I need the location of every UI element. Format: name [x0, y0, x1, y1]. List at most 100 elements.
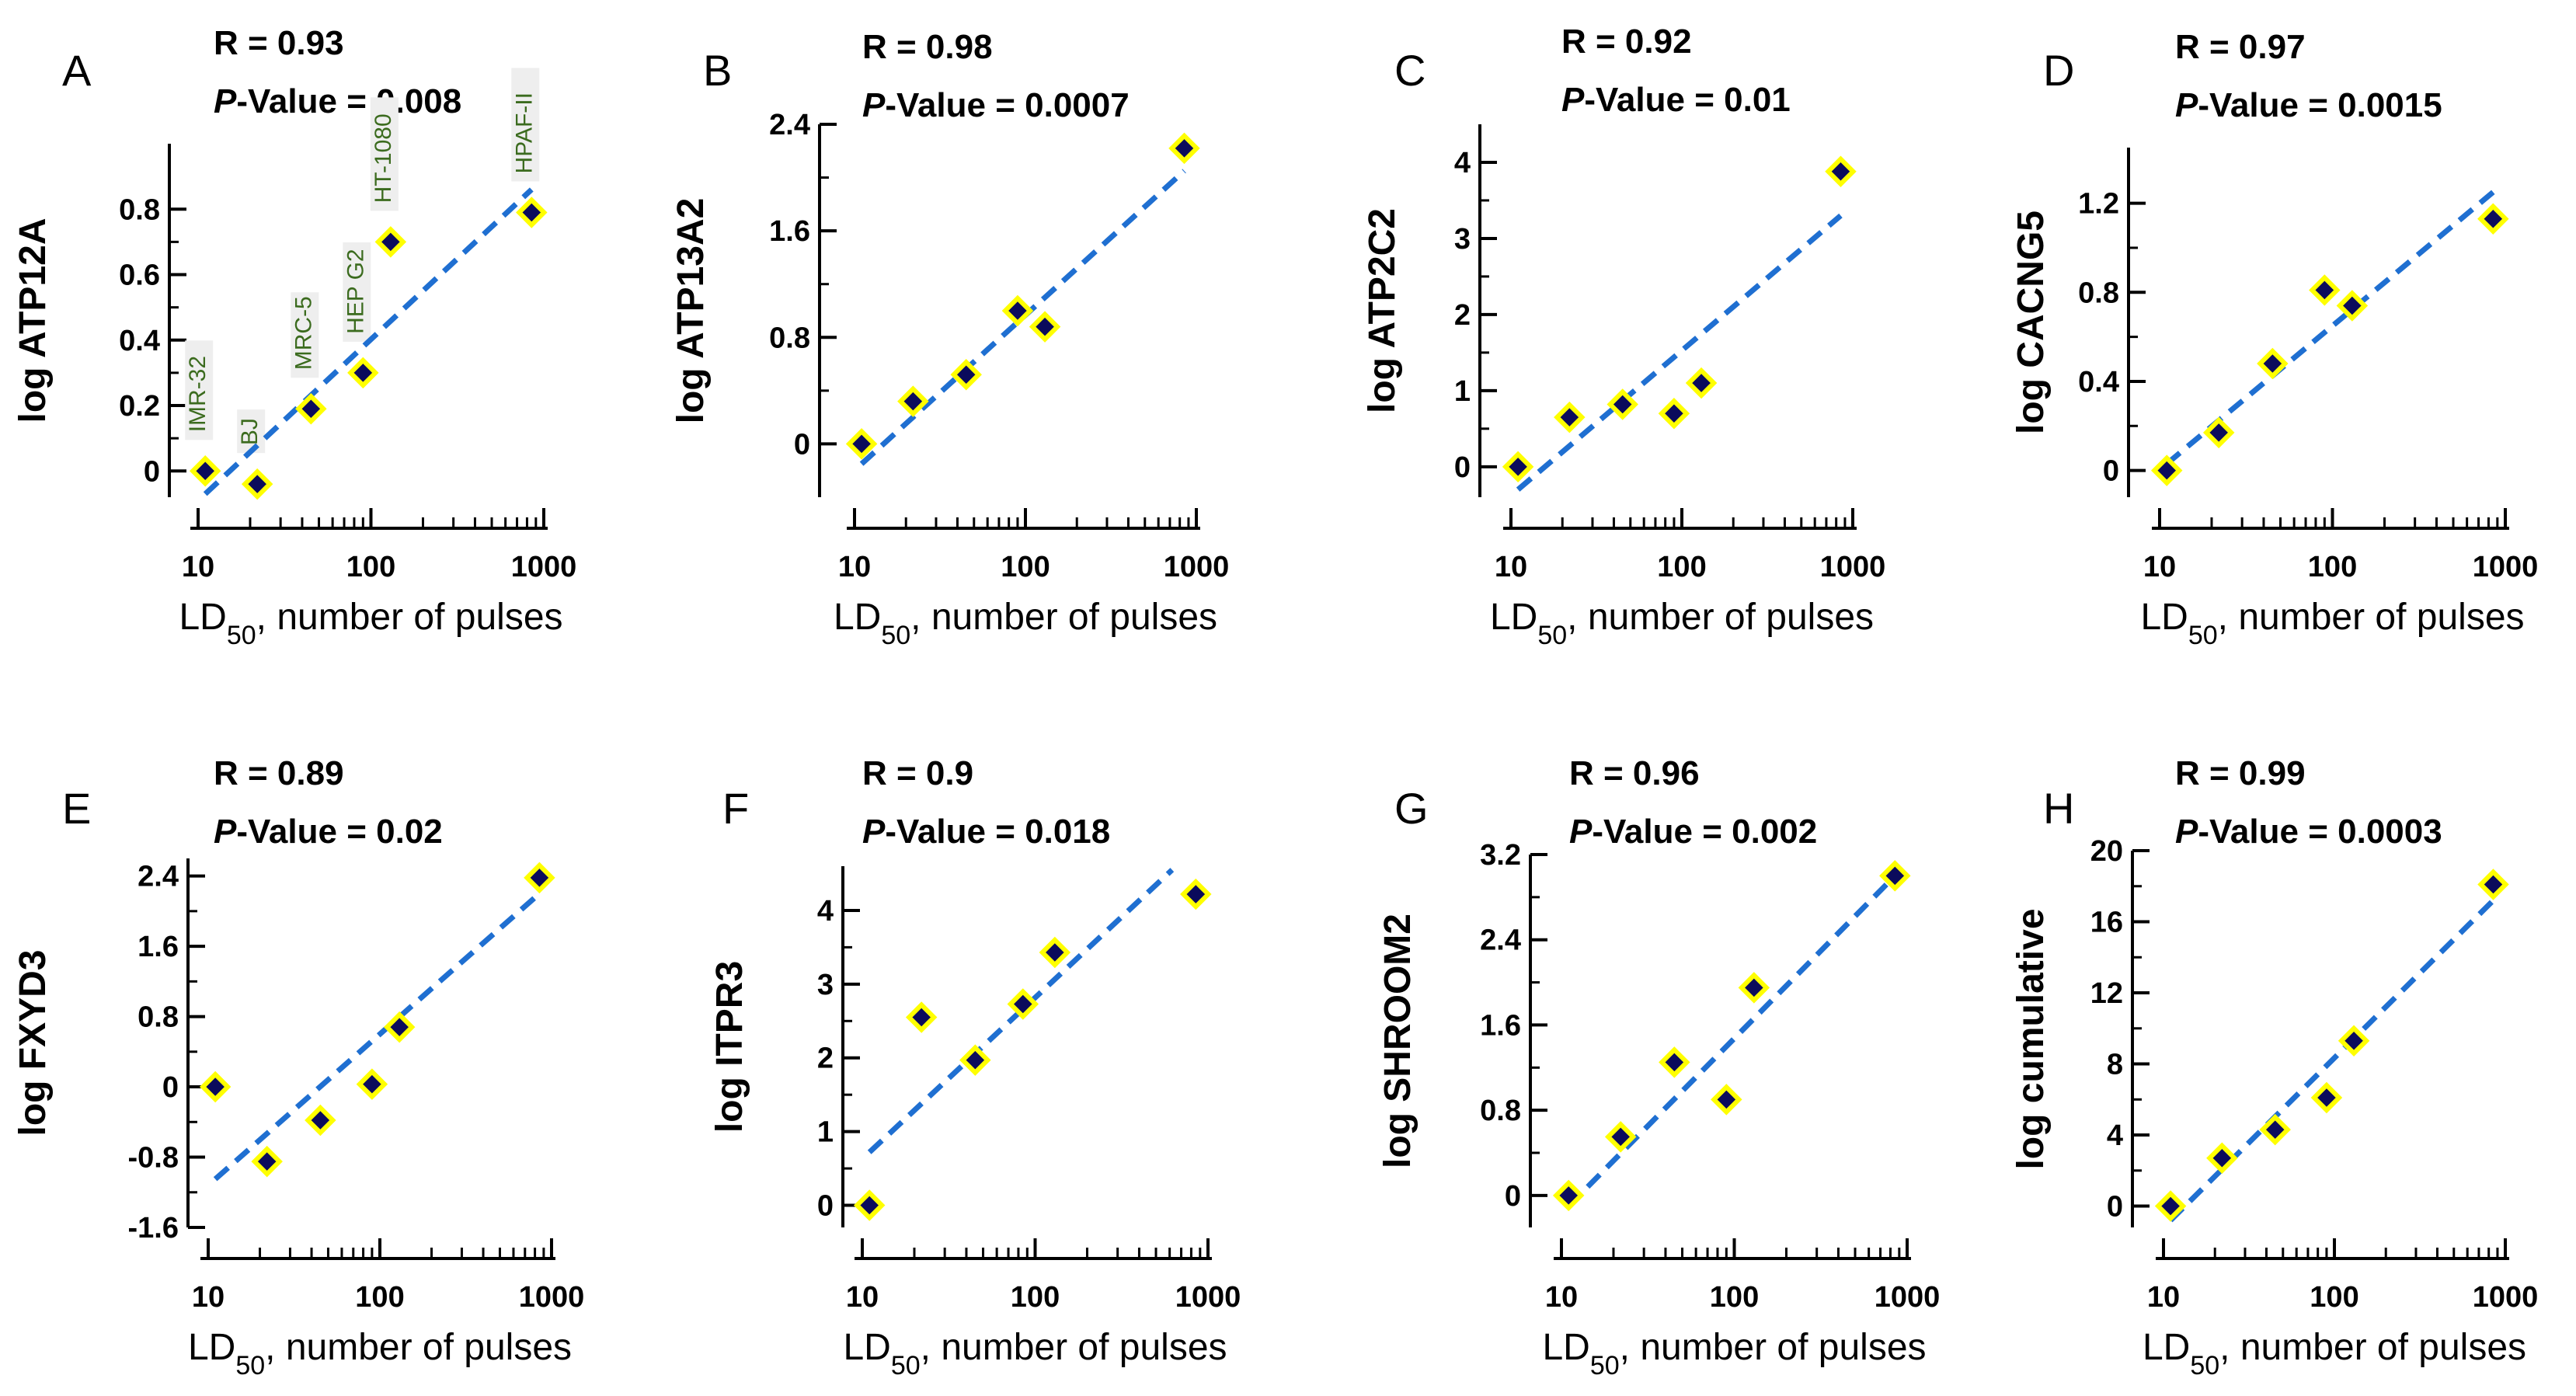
panel-c: C R = 0.92 P-Value = 0.01 0 1 2 3 4 log ATP2C2 10… [1362, 23, 1885, 650]
p-italic: P [214, 813, 237, 851]
panel-f: F R = 0.9 P-Value = 0.018 0 1 2 3 4 log ITPR3 10 1… [709, 754, 1241, 1380]
data-point [1554, 401, 1586, 433]
cell-label: BJ [237, 418, 263, 445]
x-tick-label: 100 [346, 551, 395, 583]
fit-line [2168, 898, 2495, 1223]
x-tick-label: 10 [838, 551, 871, 583]
r-value: R = 0.89 [214, 754, 344, 792]
x-tick-label: 10 [182, 551, 214, 583]
x-label-rest: , number of pulses [265, 1327, 572, 1368]
data-point [383, 1011, 416, 1043]
p-rest: -Value = 0.008 [236, 82, 461, 120]
p-value: P-Value = 0.01 [1561, 81, 1791, 119]
y-tick-label: 0.8 [769, 322, 810, 354]
y-tick-label: 0 [794, 428, 810, 461]
x-label-main: LD [2140, 597, 2188, 638]
y-axis-label: log FXYD3 [12, 949, 54, 1136]
p-value: P-Value = 0.0003 [2175, 813, 2442, 851]
x-tick-label: 1000 [511, 551, 577, 583]
x-label-sub: 50 [881, 621, 910, 650]
panel-h: H R = 0.99 P-Value = 0.0003 0 4 8 12 16 20 log cu… [2010, 754, 2538, 1380]
cell-label: HPAF-II [511, 92, 537, 173]
data-point [189, 455, 221, 487]
data-point [305, 1104, 336, 1137]
y-axis-label: log CACNG5 [2010, 211, 2052, 434]
y-tick-label: 0 [162, 1071, 179, 1104]
fit-line [1566, 873, 1897, 1209]
data-point [2309, 274, 2341, 306]
y-tick-label: 2.4 [1480, 924, 1521, 957]
y-tick-label: 0.4 [2078, 366, 2119, 399]
y-tick-label: 0 [144, 455, 160, 488]
p-italic: P [862, 86, 886, 124]
x-label-rest: , number of pulses [256, 597, 563, 638]
data-point [2150, 454, 2183, 486]
cell-label-bg [370, 97, 399, 211]
x-axis-label: LD50, number of pulses [843, 1327, 1227, 1380]
data-point [2477, 869, 2509, 900]
data-point [356, 1068, 388, 1100]
data-point [1604, 1121, 1637, 1153]
cell-label-group: HPAF-II [511, 68, 540, 182]
y-tick-label: 4 [2107, 1119, 2123, 1152]
y-axis-label: log ATP13A2 [670, 198, 712, 424]
x-tick-label: 1000 [1875, 1281, 1941, 1314]
x-tick-label: 100 [1657, 551, 1706, 583]
data-point [1879, 860, 1911, 892]
x-axis-label: LD50, number of pulses [188, 1327, 572, 1380]
cell-label-group: MRC-5 [291, 292, 319, 378]
cell-label-group: IMR-32 [185, 340, 214, 440]
data-point [1007, 988, 1039, 1020]
panel-letter: G [1394, 784, 1429, 833]
y-tick-label: 1 [817, 1116, 834, 1149]
cell-label-bg [343, 242, 371, 342]
x-label-sub: 50 [227, 621, 256, 650]
y-tick-label: 3 [1454, 223, 1471, 256]
p-value: P-Value = 0.018 [862, 813, 1110, 851]
data-point [347, 357, 379, 389]
x-axis-label: LD50, number of pulses [1542, 1327, 1926, 1380]
x-tick-label: 100 [355, 1281, 404, 1314]
x-label-main: LD [843, 1327, 890, 1368]
x-label-main: LD [1542, 1327, 1589, 1368]
panel-letter: D [2043, 46, 2074, 95]
y-tick-label: 0 [1454, 451, 1471, 484]
y-tick-label: 4 [1454, 147, 1471, 179]
data-point [1711, 1084, 1742, 1116]
panel-letter: H [2043, 784, 2074, 833]
x-axis-label: LD50, number of pulses [2143, 1327, 2526, 1380]
y-tick-label: -1.6 [128, 1212, 179, 1245]
r-value: R = 0.98 [862, 28, 993, 66]
p-rest: -Value = 0.002 [1592, 813, 1817, 851]
panel-g: G R = 0.96 P-Value = 0.002 0 0.8 1.6 2.4 3.2 log… [1377, 754, 1940, 1380]
x-tick-label: 1000 [1164, 551, 1230, 583]
y-tick-label: 1 [1454, 375, 1471, 408]
p-italic: P [2175, 813, 2198, 851]
x-label-sub: 50 [891, 1351, 921, 1380]
x-tick-label: 1000 [1820, 551, 1886, 583]
fit-line [1516, 213, 1843, 492]
data-point [2310, 1081, 2343, 1114]
y-tick-label: 1.6 [138, 931, 179, 963]
x-tick-label: 1000 [519, 1281, 585, 1314]
fit-line [203, 187, 534, 496]
y-tick-label: 1.6 [769, 215, 810, 248]
data-point [1168, 132, 1200, 165]
x-tick-label: 1000 [2473, 551, 2539, 583]
p-value: P-Value = 0.002 [1569, 813, 1817, 851]
fit-line [213, 891, 541, 1182]
data-point [2336, 290, 2369, 322]
y-tick-label: 0.8 [138, 1001, 179, 1034]
p-italic: P [862, 813, 886, 851]
p-value: P-Value = 0.02 [214, 813, 443, 851]
x-tick-label: 1000 [1175, 1281, 1241, 1314]
y-tick-label: 0.2 [119, 390, 160, 423]
x-axis-label: LD50, number of pulses [834, 597, 1217, 650]
cell-label-group: BJ [237, 409, 266, 454]
x-axis-label: LD50, number of pulses [1490, 597, 1874, 650]
data-point [2338, 1025, 2370, 1057]
x-tick-label: 10 [2143, 551, 2176, 583]
x-label-rest: , number of pulses [1620, 1327, 1927, 1368]
cell-label-group: HEP G2 [343, 242, 371, 342]
